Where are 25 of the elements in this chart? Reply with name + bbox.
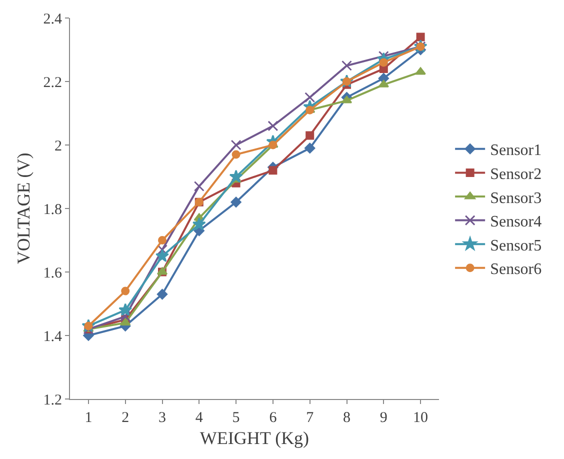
legend-label: Sensor3 [490, 190, 542, 207]
legend-label: Sensor6 [490, 261, 542, 278]
y-tick-label: 1.2 [43, 392, 62, 408]
y-axis-title: VOLTAGE (V) [13, 152, 34, 264]
x-tick-label: 4 [195, 410, 204, 426]
y-tick-label: 2.4 [43, 11, 62, 28]
y-tick-label: 2 [54, 138, 62, 154]
x-tick-label: 1 [84, 410, 92, 426]
x-tick-label: 5 [232, 410, 240, 426]
legend-label: Sensor1 [490, 142, 542, 160]
y-tick-label: 1.6 [43, 265, 62, 282]
y-tick-label: 1.8 [43, 202, 62, 218]
y-tick-label: 1.4 [43, 328, 62, 345]
legend-label: Sensor4 [490, 214, 542, 231]
x-tick-label: 2 [122, 410, 130, 426]
y-tick-label: 2.2 [43, 74, 62, 91]
legend-label: Sensor2 [490, 166, 542, 183]
x-tick-label: 7 [306, 410, 314, 426]
legend-label: Sensor5 [490, 237, 542, 254]
x-axis-title: WEIGHT (Kg) [200, 428, 310, 448]
x-tick-label: 10 [413, 410, 428, 426]
x-tick-label: 6 [269, 410, 278, 426]
x-tick-label: 8 [343, 410, 350, 426]
x-tick-label: 9 [380, 410, 388, 426]
x-tick-label: 3 [158, 410, 166, 426]
